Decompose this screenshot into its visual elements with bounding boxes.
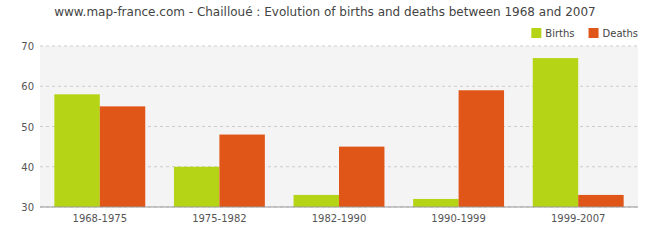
legend-label: Births: [545, 28, 574, 39]
y-tick-label: 50: [21, 122, 34, 133]
y-tick-label: 60: [21, 81, 34, 92]
bar: [294, 195, 339, 207]
x-tick-label: 1990-1999: [431, 213, 486, 224]
legend-swatch: [531, 28, 541, 38]
grid-line: [40, 207, 638, 208]
x-axis-line: [40, 207, 638, 208]
bar: [578, 195, 623, 207]
legend-label: Deaths: [603, 28, 638, 39]
grid-line: [40, 46, 638, 47]
legend-item: Deaths: [589, 28, 638, 39]
legend-item: Births: [531, 28, 574, 39]
bar: [174, 167, 219, 207]
y-tick-label: 30: [21, 202, 34, 213]
y-tick-label: 70: [21, 41, 34, 52]
x-tick-label: 1975-1982: [192, 213, 247, 224]
bar: [413, 199, 458, 207]
bar: [459, 90, 504, 207]
bar: [219, 135, 264, 207]
legend: Births Deaths: [531, 28, 638, 39]
bars: [54, 58, 623, 207]
y-tick-label: 40: [21, 162, 34, 173]
x-tick-label: 1968-1975: [73, 213, 128, 224]
bar: [339, 147, 384, 207]
bar: [533, 58, 578, 207]
legend-swatch: [589, 28, 599, 38]
title: www.map-france.com - Chailloué : Evoluti…: [54, 5, 596, 19]
bar: [54, 94, 99, 207]
x-tick-label: 1982-1990: [312, 213, 367, 224]
plot-background: [40, 46, 638, 207]
x-tick-label: 1999-2007: [551, 213, 606, 224]
chart: www.map-france.com - Chailloué : Evoluti…: [0, 0, 650, 229]
bar: [100, 106, 145, 207]
